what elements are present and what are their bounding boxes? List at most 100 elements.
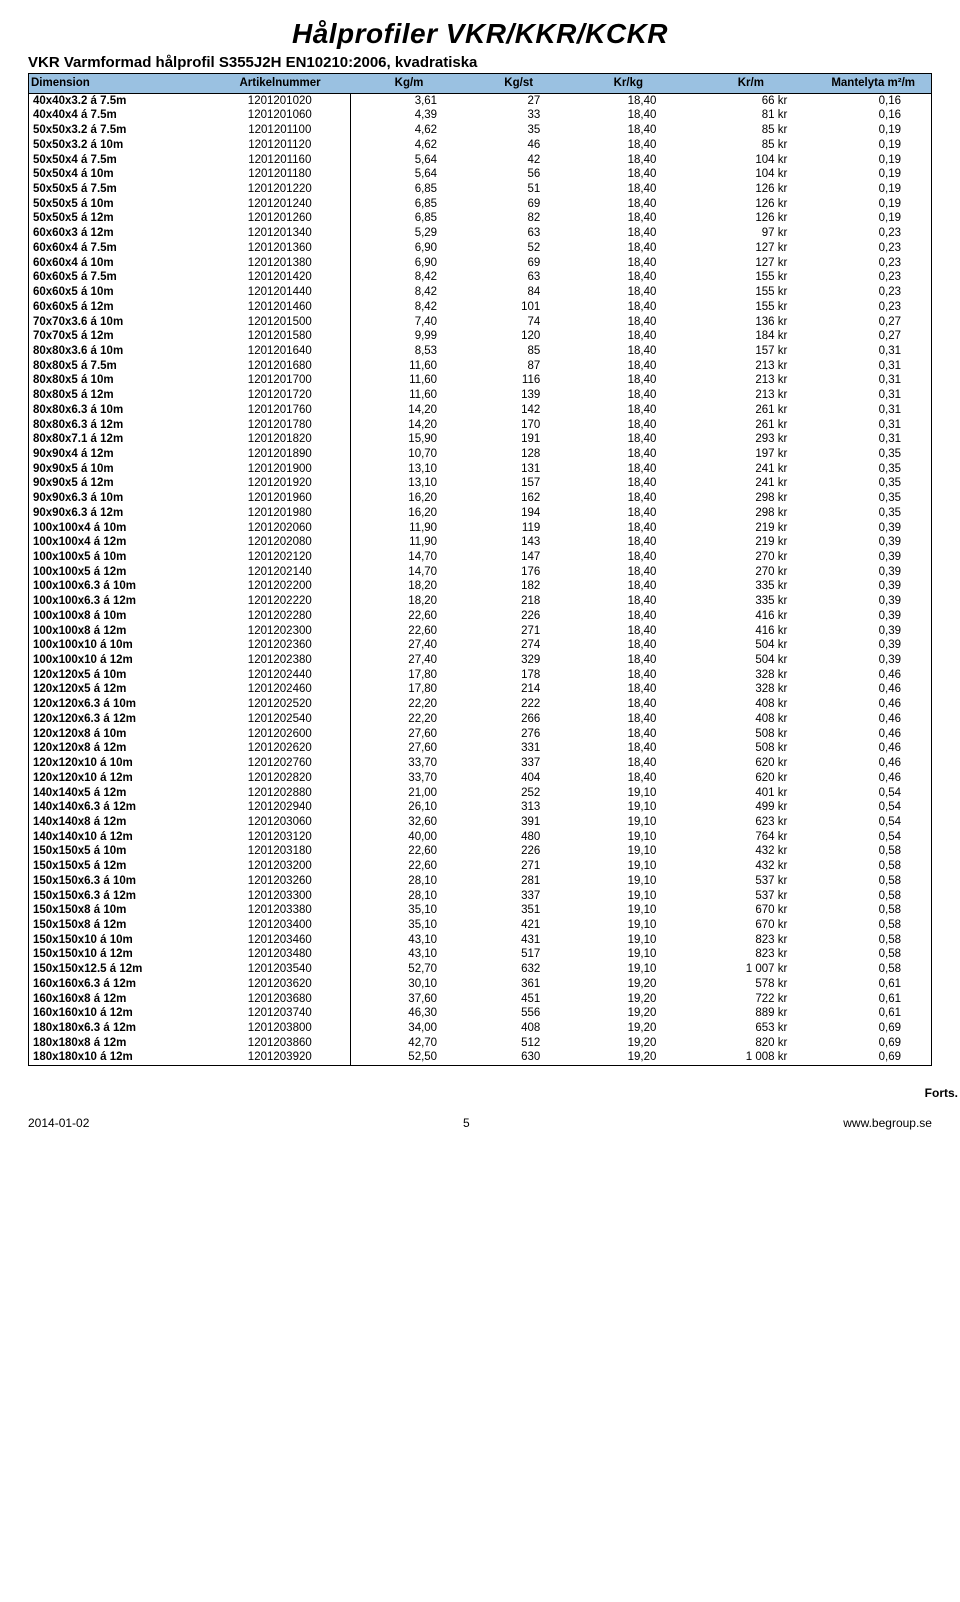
page-title: Hålprofiler VKR/KKR/KCKR — [28, 18, 932, 50]
cell: 0,19 — [815, 123, 931, 138]
cell: 50x50x4 á 7.5m — [29, 153, 210, 168]
cell: 3,61 — [351, 93, 467, 108]
cell: 0,23 — [815, 256, 931, 271]
table-row: 120x120x6.3 á 10m120120252022,2022218,40… — [29, 697, 932, 712]
cell: 0,46 — [815, 741, 931, 756]
cell: 0,31 — [815, 418, 931, 433]
table-row: 140x140x10 á 12m120120312040,0048019,107… — [29, 830, 932, 845]
cell: 40,00 — [351, 830, 467, 845]
cell: 16,20 — [351, 491, 467, 506]
cell: 180x180x6.3 á 12m — [29, 1021, 210, 1036]
cell: 6,85 — [351, 182, 467, 197]
cell: 0,23 — [815, 241, 931, 256]
cell: 26,10 — [351, 800, 467, 815]
cell: 18,40 — [570, 682, 686, 697]
cell: 0,54 — [815, 786, 931, 801]
cell: 27,40 — [351, 638, 467, 653]
cell: 33 — [467, 108, 570, 123]
cell: 1201201680 — [209, 359, 351, 374]
cell: 623 kr — [686, 815, 815, 830]
cell: 13,10 — [351, 476, 467, 491]
cell: 1201202540 — [209, 712, 351, 727]
cell: 11,90 — [351, 521, 467, 536]
table-row: 90x90x6.3 á 12m120120198016,2019418,4029… — [29, 506, 932, 521]
cell: 100x100x5 á 10m — [29, 550, 210, 565]
cell: 120x120x6.3 á 12m — [29, 712, 210, 727]
cell: 84 — [467, 285, 570, 300]
cell: 140x140x8 á 12m — [29, 815, 210, 830]
cell: 9,99 — [351, 329, 467, 344]
table-row: 100x100x4 á 12m120120208011,9014318,4021… — [29, 535, 932, 550]
cell: 401 kr — [686, 786, 815, 801]
cell: 17,80 — [351, 668, 467, 683]
col-dimension: Dimension — [29, 74, 210, 94]
table-row: 80x80x3.6 á 10m12012016408,538518,40157 … — [29, 344, 932, 359]
cell: 0,58 — [815, 844, 931, 859]
cell: 1201202360 — [209, 638, 351, 653]
cell: 0,46 — [815, 771, 931, 786]
cell: 127 kr — [686, 256, 815, 271]
cell: 1201202880 — [209, 786, 351, 801]
cell: 823 kr — [686, 947, 815, 962]
table-row: 80x80x5 á 7.5m120120168011,608718,40213 … — [29, 359, 932, 374]
cell: 298 kr — [686, 506, 815, 521]
cell: 69 — [467, 197, 570, 212]
table-row: 90x90x6.3 á 10m120120196016,2016218,4029… — [29, 491, 932, 506]
cell: 80x80x6.3 á 12m — [29, 418, 210, 433]
cell: 18,40 — [570, 727, 686, 742]
cell: 147 — [467, 550, 570, 565]
cell: 119 — [467, 521, 570, 536]
cell: 1201203060 — [209, 815, 351, 830]
cell: 150x150x5 á 10m — [29, 844, 210, 859]
table-row: 80x80x5 á 10m120120170011,6011618,40213 … — [29, 373, 932, 388]
cell: 104 kr — [686, 167, 815, 182]
cell: 70x70x5 á 12m — [29, 329, 210, 344]
cell: 140x140x10 á 12m — [29, 830, 210, 845]
cell: 4,62 — [351, 123, 467, 138]
cell: 6,90 — [351, 241, 467, 256]
cell: 30,10 — [351, 977, 467, 992]
cell: 101 — [467, 300, 570, 315]
cell: 218 — [467, 594, 570, 609]
cell: 5,64 — [351, 153, 467, 168]
cell: 0,19 — [815, 167, 931, 182]
table-row: 120x120x8 á 12m120120262027,6033118,4050… — [29, 741, 932, 756]
cell: 18,40 — [570, 108, 686, 123]
table-row: 40x40x4 á 7.5m12012010604,393318,4081 kr… — [29, 108, 932, 123]
cell: 0,46 — [815, 727, 931, 742]
cell: 335 kr — [686, 579, 815, 594]
cell: 6,85 — [351, 197, 467, 212]
cell: 80x80x5 á 10m — [29, 373, 210, 388]
cell: 0,27 — [815, 329, 931, 344]
cell: 16,20 — [351, 506, 467, 521]
cell: 1201201700 — [209, 373, 351, 388]
cell: 100x100x4 á 10m — [29, 521, 210, 536]
cell: 820 kr — [686, 1036, 815, 1051]
cell: 0,35 — [815, 491, 931, 506]
cell: 1201202940 — [209, 800, 351, 815]
cell: 517 — [467, 947, 570, 962]
cell: 1201203680 — [209, 992, 351, 1007]
cell: 0,46 — [815, 682, 931, 697]
table-row: 140x140x5 á 12m120120288021,0025219,1040… — [29, 786, 932, 801]
cell: 7,40 — [351, 315, 467, 330]
table-row: 100x100x6.3 á 12m120120222018,2021818,40… — [29, 594, 932, 609]
cell: 19,10 — [570, 815, 686, 830]
cell: 157 — [467, 476, 570, 491]
table-row: 150x150x12.5 á 12m120120354052,7063219,1… — [29, 962, 932, 977]
cell: 10,70 — [351, 447, 467, 462]
cell: 19,10 — [570, 962, 686, 977]
cell: 504 kr — [686, 638, 815, 653]
table-row: 50x50x4 á 7.5m12012011605,644218,40104 k… — [29, 153, 932, 168]
cell: 90x90x5 á 10m — [29, 462, 210, 477]
cell: 213 kr — [686, 359, 815, 374]
cell: 19,10 — [570, 874, 686, 889]
cell: 556 — [467, 1006, 570, 1021]
cell: 0,39 — [815, 550, 931, 565]
cell: 1201201220 — [209, 182, 351, 197]
cell: 266 — [467, 712, 570, 727]
cell: 18,40 — [570, 741, 686, 756]
cell: 50x50x5 á 12m — [29, 211, 210, 226]
cell: 18,40 — [570, 609, 686, 624]
cell: 18,40 — [570, 226, 686, 241]
